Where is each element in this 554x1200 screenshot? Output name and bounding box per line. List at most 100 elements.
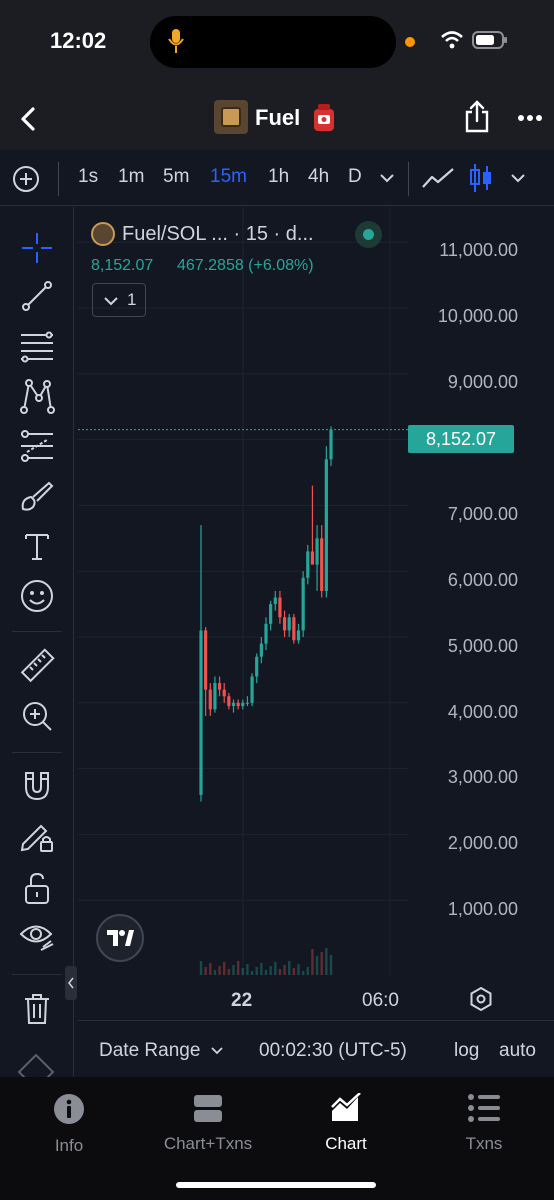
status-time: 12:02 (50, 28, 107, 53)
tradingview-logo[interactable] (96, 914, 144, 962)
volume-bar (236, 961, 240, 975)
volume-bar (255, 967, 258, 975)
fib-retracement-icon[interactable] (18, 327, 56, 365)
tab-info[interactable]: Info (9, 1093, 129, 1156)
chevron-down-icon[interactable] (510, 172, 526, 184)
timeframe-1m[interactable]: 1m (118, 166, 145, 187)
price-axis-label: 1,000.00 (447, 899, 518, 919)
volume-bar (315, 956, 319, 975)
trash-icon[interactable] (18, 990, 56, 1028)
candle-body (231, 702, 236, 707)
candle-body (245, 702, 250, 704)
timeframe-1s[interactable]: 1s (78, 166, 99, 187)
indicators-collapse-button[interactable]: 1 (92, 283, 146, 317)
price-axis-label: 5,000.00 (447, 636, 518, 656)
tab-label: Txns (465, 1134, 503, 1153)
price-axis-label: 3,000.00 (447, 767, 518, 787)
more-options-icon[interactable] (517, 114, 543, 122)
timeframe-1h[interactable]: 1h (268, 166, 290, 187)
candle-body (306, 551, 310, 578)
candle-body (282, 617, 287, 631)
timeframe-d[interactable]: D (348, 166, 362, 187)
tab-chart-txns[interactable]: Chart+Txns (148, 1093, 268, 1154)
chevron-down-icon[interactable] (379, 172, 395, 184)
privacy-indicator (405, 37, 415, 47)
tab-txns[interactable]: Txns (424, 1093, 544, 1154)
navigation-bar: Fuel (0, 88, 554, 150)
emoji-icon[interactable] (18, 577, 56, 615)
pattern-icon[interactable] (18, 377, 56, 415)
candles-icon[interactable] (467, 162, 495, 194)
back-icon[interactable] (18, 106, 38, 132)
volume-bar (301, 971, 305, 975)
collapse-panel-handle[interactable] (65, 966, 77, 1000)
unlock-icon[interactable] (18, 869, 56, 907)
symbol-legend[interactable]: Fuel/SOL ... · 15 · d... (122, 223, 314, 245)
lock-drawing-icon[interactable] (18, 817, 56, 855)
price-axis-label: 11,000.00 (439, 240, 518, 260)
volume-bar (311, 949, 314, 975)
text-icon[interactable] (18, 527, 56, 565)
visibility-icon[interactable] (18, 917, 56, 955)
add-indicator-icon[interactable] (12, 165, 40, 193)
volume-bar (278, 969, 282, 975)
candle-body (324, 459, 328, 591)
volume-bar (292, 968, 296, 975)
market-status-badge (355, 221, 382, 248)
zoom-in-icon[interactable] (18, 697, 56, 735)
timeframe-15m[interactable]: 15m (210, 166, 247, 187)
auto-scale-toggle[interactable]: auto (499, 1040, 536, 1061)
candle-body (329, 429, 333, 460)
candle-body (278, 597, 282, 618)
chevron-left-icon (68, 977, 74, 989)
prediction-icon[interactable] (18, 427, 56, 465)
timeframe-5m[interactable]: 5m (163, 166, 190, 187)
candle-body (310, 551, 315, 565)
candle-body (296, 630, 301, 641)
tools-divider (12, 631, 62, 632)
candlestick-chart[interactable] (78, 207, 554, 1017)
home-indicator (176, 1182, 376, 1188)
tab-label: Info (54, 1136, 84, 1155)
tools-divider (12, 974, 62, 975)
timeframe-4h[interactable]: 4h (308, 166, 330, 187)
magnet-icon[interactable] (18, 767, 56, 805)
trend-line-icon[interactable] (18, 277, 56, 315)
chart-settings-icon[interactable] (468, 986, 494, 1012)
tab-chart[interactable]: Chart (286, 1092, 406, 1154)
tradingview-icon (107, 930, 134, 946)
candle-body (208, 689, 212, 710)
candle-body (259, 643, 263, 657)
chart-toolbar (0, 150, 554, 206)
candle-body (273, 597, 277, 605)
price-axis-label: 7,000.00 (447, 504, 518, 524)
candle-body (217, 683, 222, 690)
volume-bar (246, 964, 249, 975)
time-axis-label: 22 (231, 990, 253, 1011)
candle-body (236, 702, 240, 707)
wifi-icon (441, 31, 463, 49)
candle-body (315, 538, 319, 565)
volume-bar (209, 963, 212, 975)
volume-bar (223, 962, 226, 975)
volume-bar (264, 970, 268, 975)
battery-icon (472, 31, 507, 49)
volume-bar (213, 970, 217, 975)
crosshair-icon[interactable] (18, 229, 56, 267)
price-axis-label: 6,000.00 (447, 570, 518, 590)
brush-icon[interactable] (18, 477, 56, 515)
candle-body (199, 630, 203, 795)
log-scale-toggle[interactable]: log (454, 1040, 480, 1061)
chevron-down-icon[interactable] (210, 1046, 224, 1056)
candle-body (292, 617, 296, 641)
ruler-icon[interactable] (18, 647, 56, 685)
share-icon[interactable] (463, 100, 491, 134)
candle-body (241, 702, 245, 707)
chart-pane[interactable] (78, 207, 554, 1017)
symbol-logo (91, 222, 115, 246)
line-chart-icon[interactable] (420, 164, 456, 192)
price-axis-label: 10,000.00 (437, 306, 518, 326)
page-title: Fuel (255, 105, 301, 130)
date-range-button[interactable]: Date Range (99, 1040, 201, 1061)
timezone-clock[interactable]: 00:02:30 (UTC-5) (259, 1040, 407, 1061)
